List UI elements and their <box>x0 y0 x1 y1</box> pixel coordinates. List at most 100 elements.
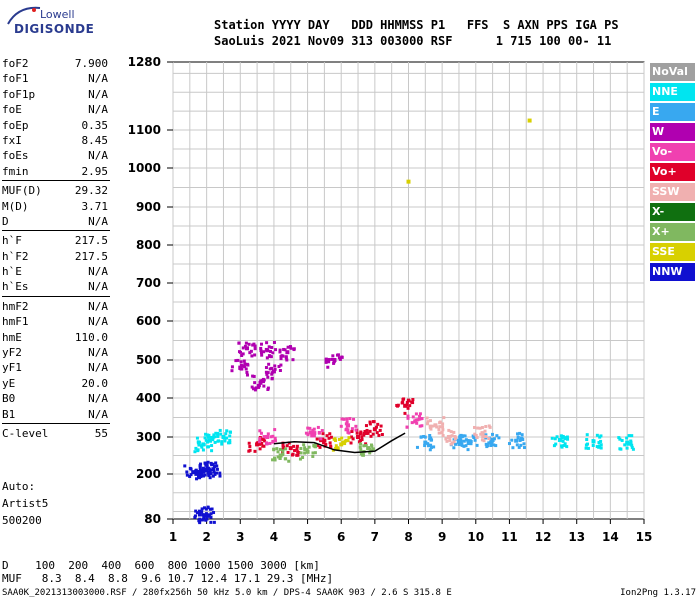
data-point-nne <box>216 431 220 435</box>
data-point-vo <box>265 435 270 439</box>
data-point-vo <box>281 444 285 448</box>
data-point-w <box>248 351 252 355</box>
data-point-nnw <box>211 474 215 478</box>
param-label: fmin <box>2 164 29 178</box>
data-point-w <box>264 347 268 351</box>
data-point-w <box>278 350 282 354</box>
data-point-vo <box>269 435 273 439</box>
data-point-ssw <box>482 439 486 443</box>
data-point-nnw <box>215 464 219 468</box>
data-point-w <box>271 351 275 355</box>
data-point-ssw <box>437 431 441 435</box>
data-point-x <box>359 452 363 456</box>
data-point-nne <box>220 440 224 444</box>
data-point-ssw <box>435 425 439 429</box>
data-point-vo <box>271 434 275 438</box>
data-point-w <box>265 341 269 345</box>
data-point-x <box>314 445 318 449</box>
data-point-vo <box>368 420 372 424</box>
data-point-nne <box>623 443 627 447</box>
data-point-ssw <box>452 440 456 444</box>
data-point-nne <box>595 433 599 437</box>
data-point-w <box>259 346 263 350</box>
autoscaled-trace-line <box>273 432 406 454</box>
data-point-nne <box>228 441 232 445</box>
data-point-vo <box>379 424 383 428</box>
data-point-w <box>239 360 243 364</box>
param-row: yF2 N/A <box>2 345 110 360</box>
data-point-e <box>518 431 522 435</box>
data-point-e <box>484 433 488 437</box>
data-point-e <box>428 434 432 438</box>
data-point-e <box>422 434 426 438</box>
data-point-vo <box>407 398 411 402</box>
data-point-nne <box>586 442 590 446</box>
data-point-w <box>332 360 336 364</box>
data-point-nne <box>565 445 569 449</box>
data-point-ssw <box>425 416 429 420</box>
logo-text-digisonde: DIGISONDE <box>14 22 95 36</box>
data-point-e <box>495 434 499 438</box>
data-point-e <box>462 444 466 448</box>
data-point-nne <box>618 437 622 441</box>
data-point-e <box>464 438 468 442</box>
data-point-nne <box>211 437 215 441</box>
data-point-x <box>370 444 374 448</box>
data-point-w <box>256 383 260 387</box>
data-point-w <box>242 359 246 363</box>
data-point-nnw <box>214 461 218 465</box>
data-point-ssw <box>450 434 454 438</box>
data-point-nne <box>216 439 220 443</box>
data-point-e <box>457 442 461 446</box>
param-value: 8.45 <box>81 133 109 147</box>
data-point-nnw <box>210 507 214 511</box>
legend-item-vo: Vo- <box>650 143 695 161</box>
data-point-sse <box>334 446 338 450</box>
param-label: h`Es <box>2 280 29 294</box>
data-point-w <box>261 377 265 381</box>
data-point-nnw <box>212 511 216 515</box>
data-point-ssw <box>440 431 444 435</box>
data-point-x <box>276 455 280 459</box>
param-row: hmF1 N/A <box>2 314 110 329</box>
param-label: foF1 <box>2 72 29 86</box>
data-point-nne <box>201 448 205 452</box>
data-point-vo <box>312 434 316 438</box>
param-row: MUF(D) 29.32 <box>2 183 110 198</box>
data-point-e <box>469 442 473 446</box>
param-label: yF2 <box>2 346 22 360</box>
data-point-nne <box>204 432 208 436</box>
param-label: C-level <box>2 426 49 440</box>
data-point-nne <box>625 440 630 445</box>
param-label: h`F <box>2 234 22 248</box>
data-point-nne <box>585 438 589 442</box>
x-tick-label: 3 <box>236 530 244 544</box>
data-point-ssw <box>473 425 477 429</box>
data-point-w <box>247 342 251 346</box>
data-point-vo <box>371 432 375 436</box>
data-point-ssw <box>430 424 434 428</box>
data-point-e <box>510 438 514 442</box>
data-point-nne <box>553 437 557 441</box>
param-divider <box>2 295 110 297</box>
data-point-vo <box>345 417 349 421</box>
data-point-w <box>264 366 268 370</box>
data-point-w <box>271 369 276 374</box>
data-point-vo <box>396 403 400 407</box>
param-row: foF1 N/A <box>2 71 110 86</box>
data-point-e <box>456 438 461 443</box>
legend-item-e: E <box>650 103 695 121</box>
data-point-w <box>239 363 243 367</box>
data-point-w <box>252 374 256 378</box>
data-point-w <box>336 353 340 357</box>
data-point-ssw <box>452 430 456 434</box>
param-value: N/A <box>88 72 108 86</box>
data-point-w <box>250 354 254 358</box>
data-point-vo <box>400 401 404 405</box>
data-point-e <box>460 442 464 446</box>
data-point-x <box>299 451 303 455</box>
data-point-nnw <box>206 466 210 470</box>
data-point-nnw <box>218 474 222 478</box>
param-row: D N/A <box>2 214 110 229</box>
data-point-x <box>303 446 307 450</box>
